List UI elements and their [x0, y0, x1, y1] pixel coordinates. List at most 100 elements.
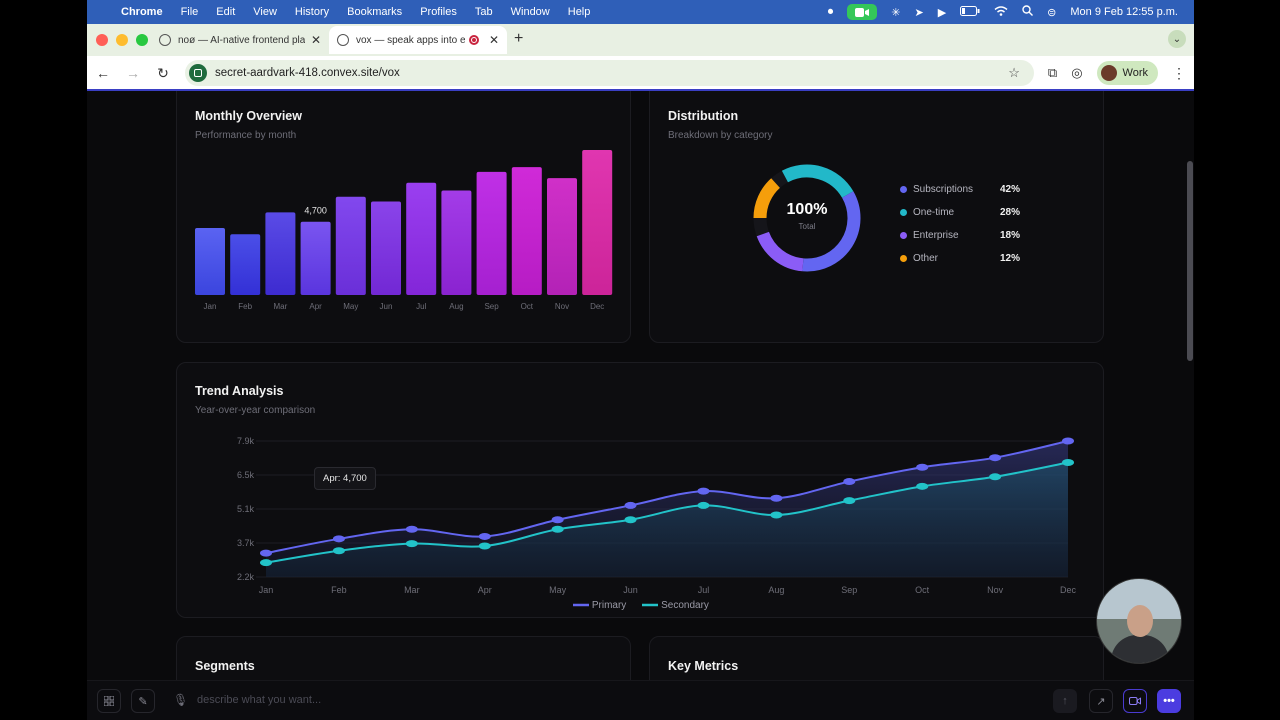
profile-button[interactable]: Work [1096, 61, 1158, 85]
legend-item[interactable]: Enterprise 18% [900, 224, 1020, 247]
data-point[interactable] [1062, 437, 1074, 445]
new-tab-button[interactable]: + [514, 30, 524, 47]
play-icon[interactable]: ▶ [937, 6, 947, 19]
data-point[interactable] [551, 516, 564, 524]
control-center-icon[interactable]: ⊜ [1047, 6, 1057, 19]
close-tab-icon[interactable]: ✕ [310, 33, 321, 47]
legend-primary[interactable]: Primary [573, 600, 626, 611]
donut-slice-other[interactable] [753, 178, 781, 219]
data-point[interactable] [624, 516, 637, 524]
data-point[interactable] [697, 487, 710, 495]
monthly-bar-chart[interactable]: Jan Feb Mar Apr May Jun Jul Aug Sep Oct Nov Dec 4,7… [177, 91, 632, 344]
trend-area-chart[interactable]: 7.9k 6.5k 5.1k 3.7k 2.2k Jan Feb Mar Apr May Jun Ju… [177, 363, 1105, 619]
bar-apr[interactable] [300, 221, 331, 295]
address-bar[interactable]: secret-aardvark-418.convex.site/vox ☆ [185, 60, 1034, 86]
site-info-icon[interactable] [189, 64, 207, 82]
page-scrollbar[interactable] [1186, 151, 1194, 361]
extensions-icon[interactable]: ⧉ [1047, 65, 1058, 80]
legend-secondary[interactable]: Secondary [642, 600, 709, 611]
data-point[interactable] [916, 482, 929, 490]
data-point[interactable] [1062, 458, 1074, 466]
back-arrow-icon[interactable]: ← [96, 65, 110, 81]
bookmark-star-icon[interactable]: ☆ [1008, 65, 1020, 80]
legend-item[interactable]: One-time 28% [900, 201, 1020, 224]
video-camera-icon[interactable] [1123, 689, 1147, 713]
data-point[interactable] [916, 463, 929, 471]
data-point[interactable] [989, 454, 1002, 462]
data-point[interactable] [624, 501, 637, 509]
donut-slice-subscriptions[interactable] [802, 191, 861, 272]
zoom-window-button[interactable] [136, 34, 148, 46]
search-icon[interactable] [1022, 5, 1034, 19]
more-options-icon[interactable]: ••• [1157, 689, 1181, 713]
more-menu-icon[interactable]: ⋮ [1172, 64, 1186, 81]
send-arrow-icon[interactable]: ↑ [1053, 689, 1077, 713]
telegram-icon[interactable]: ➤ [914, 6, 924, 19]
data-point[interactable] [405, 540, 418, 548]
legend-item[interactable]: Subscriptions 42% [900, 178, 1020, 201]
donut-slice-one-time[interactable] [781, 164, 854, 199]
url-text[interactable]: secret-aardvark-418.convex.site/vox [215, 67, 400, 79]
bar-jun[interactable] [371, 201, 401, 295]
data-point[interactable] [260, 559, 272, 567]
reload-icon[interactable]: ↻ [157, 64, 169, 81]
scrollbar-thumb[interactable] [1187, 161, 1193, 361]
bar-jan[interactable] [195, 227, 225, 295]
menu-profiles[interactable]: Profiles [420, 6, 457, 18]
data-point[interactable] [332, 547, 345, 555]
extension-icon[interactable]: ◎ [1071, 65, 1083, 80]
menu-help[interactable]: Help [567, 6, 591, 18]
menu-app-name[interactable]: Chrome [121, 6, 163, 18]
menu-file[interactable]: File [180, 6, 199, 18]
data-point[interactable] [478, 532, 491, 540]
bar-may[interactable] [335, 196, 366, 295]
data-point[interactable] [332, 535, 345, 543]
prompt-input[interactable]: describe what you want... [197, 694, 322, 706]
forward-arrow-icon[interactable]: → [126, 65, 140, 81]
edit-icon[interactable]: ✎ [131, 689, 155, 713]
bar-aug[interactable] [441, 190, 472, 295]
data-point[interactable] [551, 525, 564, 533]
minimize-window-button[interactable] [116, 34, 128, 46]
perplexity-icon[interactable]: ✳ [891, 6, 901, 19]
menu-window[interactable]: Window [510, 6, 550, 18]
menu-view[interactable]: View [253, 6, 277, 18]
data-point[interactable] [843, 478, 856, 486]
distribution-donut-chart[interactable] [747, 158, 867, 278]
data-point[interactable] [260, 549, 272, 557]
data-point[interactable] [989, 473, 1002, 481]
apps-grid-icon[interactable] [97, 689, 121, 713]
series-line-secondary[interactable] [265, 461, 1069, 564]
tab-noo[interactable]: noø — AI-native frontend plat ✕ [151, 26, 329, 54]
bar-nov[interactable] [547, 178, 577, 295]
data-point[interactable] [843, 497, 856, 505]
menu-bookmarks[interactable]: Bookmarks [347, 6, 403, 18]
bar-jul[interactable] [406, 182, 437, 295]
bar-sep[interactable] [476, 171, 507, 295]
data-point[interactable] [405, 525, 418, 533]
bar-mar[interactable] [265, 212, 296, 295]
menu-history[interactable]: History [294, 6, 330, 18]
record-status-icon[interactable]: ⏺ [827, 5, 834, 18]
menu-edit[interactable]: Edit [216, 6, 236, 18]
bar-dec[interactable] [582, 150, 613, 295]
data-point[interactable] [770, 494, 783, 502]
open-external-icon[interactable]: ↗ [1089, 689, 1113, 713]
facetime-icon[interactable] [847, 4, 878, 20]
bar-oct[interactable] [511, 167, 542, 295]
wifi-icon[interactable] [994, 5, 1008, 19]
close-tab-icon[interactable]: ✕ [488, 33, 499, 47]
menubar-clock[interactable]: Mon 9 Feb 12:55 p.m. [1070, 6, 1178, 18]
data-point[interactable] [770, 511, 783, 519]
donut-slice-enterprise[interactable] [756, 231, 804, 272]
data-point[interactable] [478, 542, 491, 550]
bar-feb[interactable] [230, 234, 261, 295]
data-point[interactable] [697, 501, 710, 509]
series-line-primary[interactable] [265, 440, 1069, 555]
microphone-icon[interactable]: 🎙︎ [173, 693, 189, 707]
tab-vox[interactable]: vox — speak apps into exi ✕ [329, 26, 507, 54]
legend-item[interactable]: Other 12% [900, 247, 1020, 270]
tab-search-chevron-icon[interactable]: ⌄ [1168, 30, 1186, 48]
menu-tab[interactable]: Tab [474, 6, 493, 18]
battery-icon[interactable] [960, 5, 980, 19]
